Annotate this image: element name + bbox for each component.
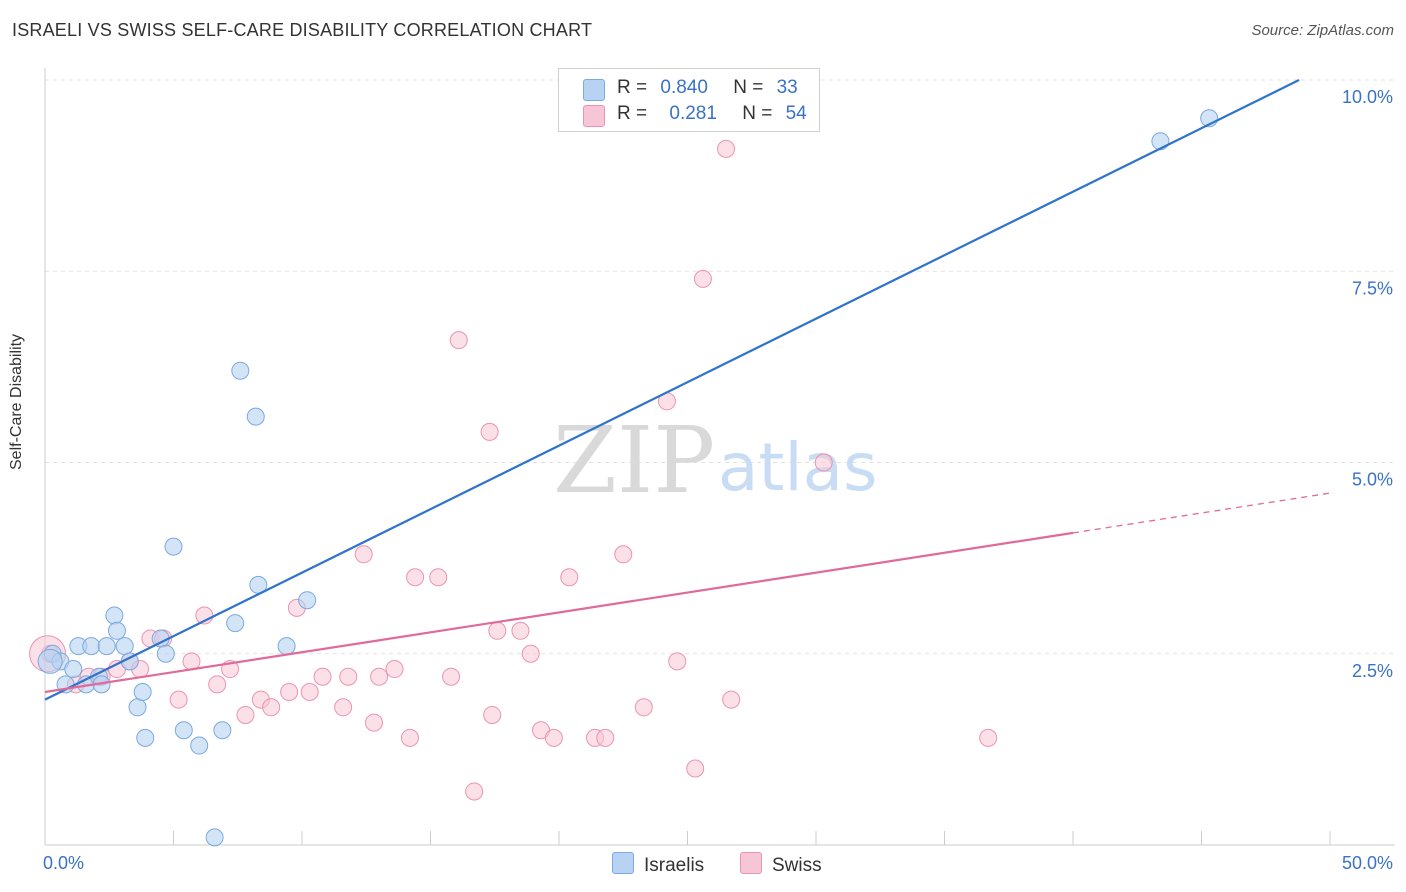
swiss-point — [236, 705, 255, 724]
israelis-point — [128, 698, 147, 717]
israelis-points — [37, 109, 1219, 847]
swiss-point — [334, 698, 353, 717]
swiss-point — [339, 667, 358, 686]
swiss-point — [354, 545, 373, 564]
israelis-point — [277, 637, 296, 656]
swiss-point — [544, 728, 563, 747]
bottom-legend-label-swiss: Swiss — [772, 855, 822, 876]
swiss-point — [370, 667, 389, 686]
legend-n-label: N = — [733, 77, 764, 98]
israelis-point — [298, 591, 317, 610]
source-credit: Source: ZipAtlas.com — [1251, 22, 1394, 39]
swiss-point — [465, 782, 484, 801]
x-tick-label: 0.0% — [43, 853, 84, 873]
swiss-point — [722, 690, 741, 709]
israelis-point — [115, 637, 134, 656]
trend-lines — [44, 79, 1331, 701]
israelis-point — [107, 621, 126, 640]
legend-n-value: 33 — [776, 77, 798, 98]
swiss-trend-line-extension — [1072, 492, 1331, 534]
swiss-point — [385, 660, 404, 679]
israelis-point — [156, 644, 175, 663]
axis-ticks: 2.5% 5.0% 7.5% 10.0% 0.0% 50.0% — [43, 87, 1393, 873]
swiss-point — [668, 652, 687, 671]
swiss-point — [596, 728, 615, 747]
israelis-point — [82, 637, 101, 656]
x-tick-label: 50.0% — [1342, 853, 1393, 873]
swiss-point — [717, 139, 736, 158]
israelis-point — [97, 637, 116, 656]
israelis-point — [37, 648, 63, 674]
israelis-point — [213, 721, 232, 740]
bottom-legend-swatch-pink — [740, 852, 762, 874]
legend-r-label: R = — [617, 77, 648, 98]
swiss-point — [208, 675, 227, 694]
swiss-point — [511, 621, 530, 640]
y-tick-label: 2.5% — [1352, 661, 1393, 681]
swiss-point — [300, 683, 319, 701]
swiss-point — [521, 644, 540, 663]
swiss-point — [280, 683, 299, 701]
swiss-point — [169, 690, 188, 709]
israelis-trend-line — [44, 79, 1300, 701]
swiss-point — [406, 568, 425, 587]
israelis-point — [246, 407, 265, 426]
israelis-point — [1151, 132, 1170, 151]
correlation-legend: R = 0.840 N = 33 R = 0.281 N = 54 — [558, 68, 820, 132]
israelis-point — [231, 361, 250, 380]
legend-n-label: N = — [742, 103, 773, 124]
swiss-point — [686, 759, 705, 778]
bottom-legend-swiss: Swiss — [740, 852, 822, 877]
israelis-point — [205, 828, 224, 847]
swiss-trend-line — [44, 531, 1074, 694]
legend-swatch-pink — [583, 105, 605, 127]
swiss-point — [614, 545, 633, 564]
israelis-point — [226, 614, 245, 633]
swiss-point — [814, 453, 833, 472]
y-tick-label: 5.0% — [1352, 470, 1393, 490]
israelis-point — [190, 736, 209, 755]
israelis-point — [164, 537, 183, 556]
swiss-point — [429, 568, 448, 587]
legend-r-value: 0.840 — [660, 77, 708, 98]
legend-swatch-blue — [583, 79, 605, 101]
israelis-point — [136, 728, 155, 747]
swiss-point — [488, 621, 507, 640]
y-tick-label: 10.0% — [1342, 87, 1393, 107]
swiss-point — [634, 698, 653, 717]
bottom-legend-label-israelis: Israelis — [644, 855, 705, 876]
swiss-point — [364, 713, 383, 732]
swiss-point — [442, 667, 461, 686]
israelis-point — [105, 606, 124, 625]
watermark-zip: ZIP — [553, 407, 715, 514]
swiss-point — [449, 331, 468, 350]
bottom-legend-israelis: Israelis — [612, 852, 704, 877]
axes — [44, 68, 1395, 846]
legend-n-value: 54 — [785, 103, 807, 124]
swiss-point — [560, 568, 579, 587]
chart-title: ISRAELI VS SWISS SELF-CARE DISABILITY CO… — [12, 20, 593, 40]
swiss-point — [262, 698, 281, 717]
israelis-point — [174, 721, 193, 740]
y-tick-label: 7.5% — [1352, 278, 1393, 298]
swiss-point — [313, 667, 332, 686]
israelis-point — [133, 683, 152, 701]
swiss-point — [480, 422, 499, 441]
israelis-point — [64, 660, 83, 679]
swiss-point — [483, 705, 502, 724]
swiss-point — [693, 269, 712, 288]
watermark-atlas: atlas — [718, 429, 878, 506]
swiss-point — [979, 728, 998, 747]
legend-r-value: 0.281 — [669, 103, 717, 124]
legend-r-label: R = — [617, 103, 648, 124]
bottom-legend-swatch-blue — [612, 852, 634, 874]
swiss-point — [400, 728, 419, 747]
